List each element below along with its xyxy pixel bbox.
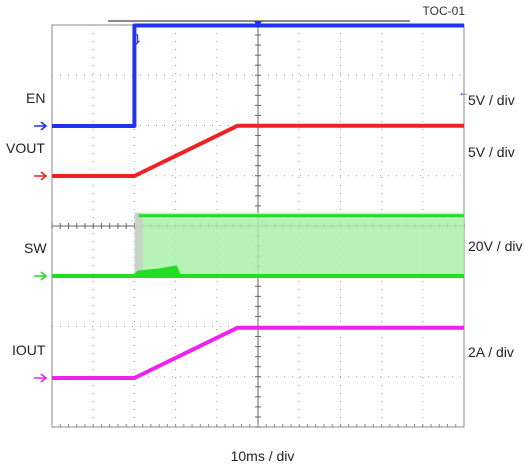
trace-vout: [52, 123, 464, 178]
ground-marker-sw: [34, 271, 48, 281]
time-scale-label: 10ms / div: [230, 448, 295, 464]
scale-sw: 20V / div: [468, 238, 523, 254]
channel-label-iout: IOUT: [12, 342, 46, 358]
ground-markers: [34, 121, 48, 383]
sw-startup-edge: [134, 212, 143, 276]
scale-iout: 2A / div: [468, 344, 514, 360]
figure-id: TOC-01: [422, 4, 465, 18]
scope-traces: [52, 23, 464, 380]
scale-vout: 5V / div: [468, 144, 515, 160]
trace-iout: [52, 325, 464, 380]
ground-marker-en: [34, 121, 48, 131]
trace-en: [52, 23, 464, 128]
trigger-level-marker: ←: [458, 85, 470, 99]
channel-label-en: EN: [26, 90, 46, 106]
ground-marker-iout: [34, 373, 48, 383]
sw-switching-envelope: [134, 212, 464, 276]
sw-soft-start: [133, 265, 182, 278]
channel-label-sw: SW: [24, 240, 47, 256]
channel-label-vout: VOUT: [6, 140, 45, 156]
trigger-position-marker: ⇩: [131, 32, 142, 47]
scale-en: 5V / div: [468, 92, 515, 108]
ground-marker-vout: [34, 171, 48, 181]
